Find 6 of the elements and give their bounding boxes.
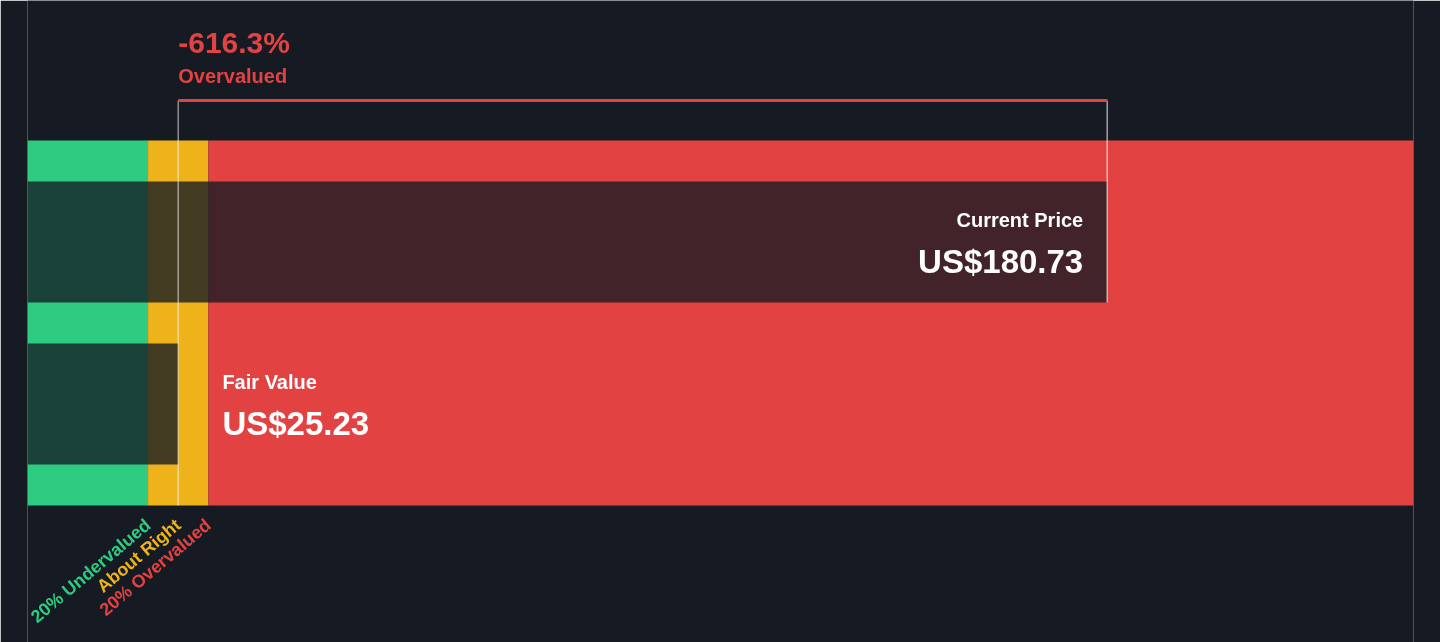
text: Overvalued xyxy=(178,64,288,87)
y-tick-label: Fair Value xyxy=(222,371,317,393)
y-tick-label: Current Price xyxy=(956,209,1084,231)
data-label: US$180.73 xyxy=(918,242,1084,280)
data-label: US$25.23 xyxy=(222,404,370,442)
text: -616.3% xyxy=(178,26,290,59)
